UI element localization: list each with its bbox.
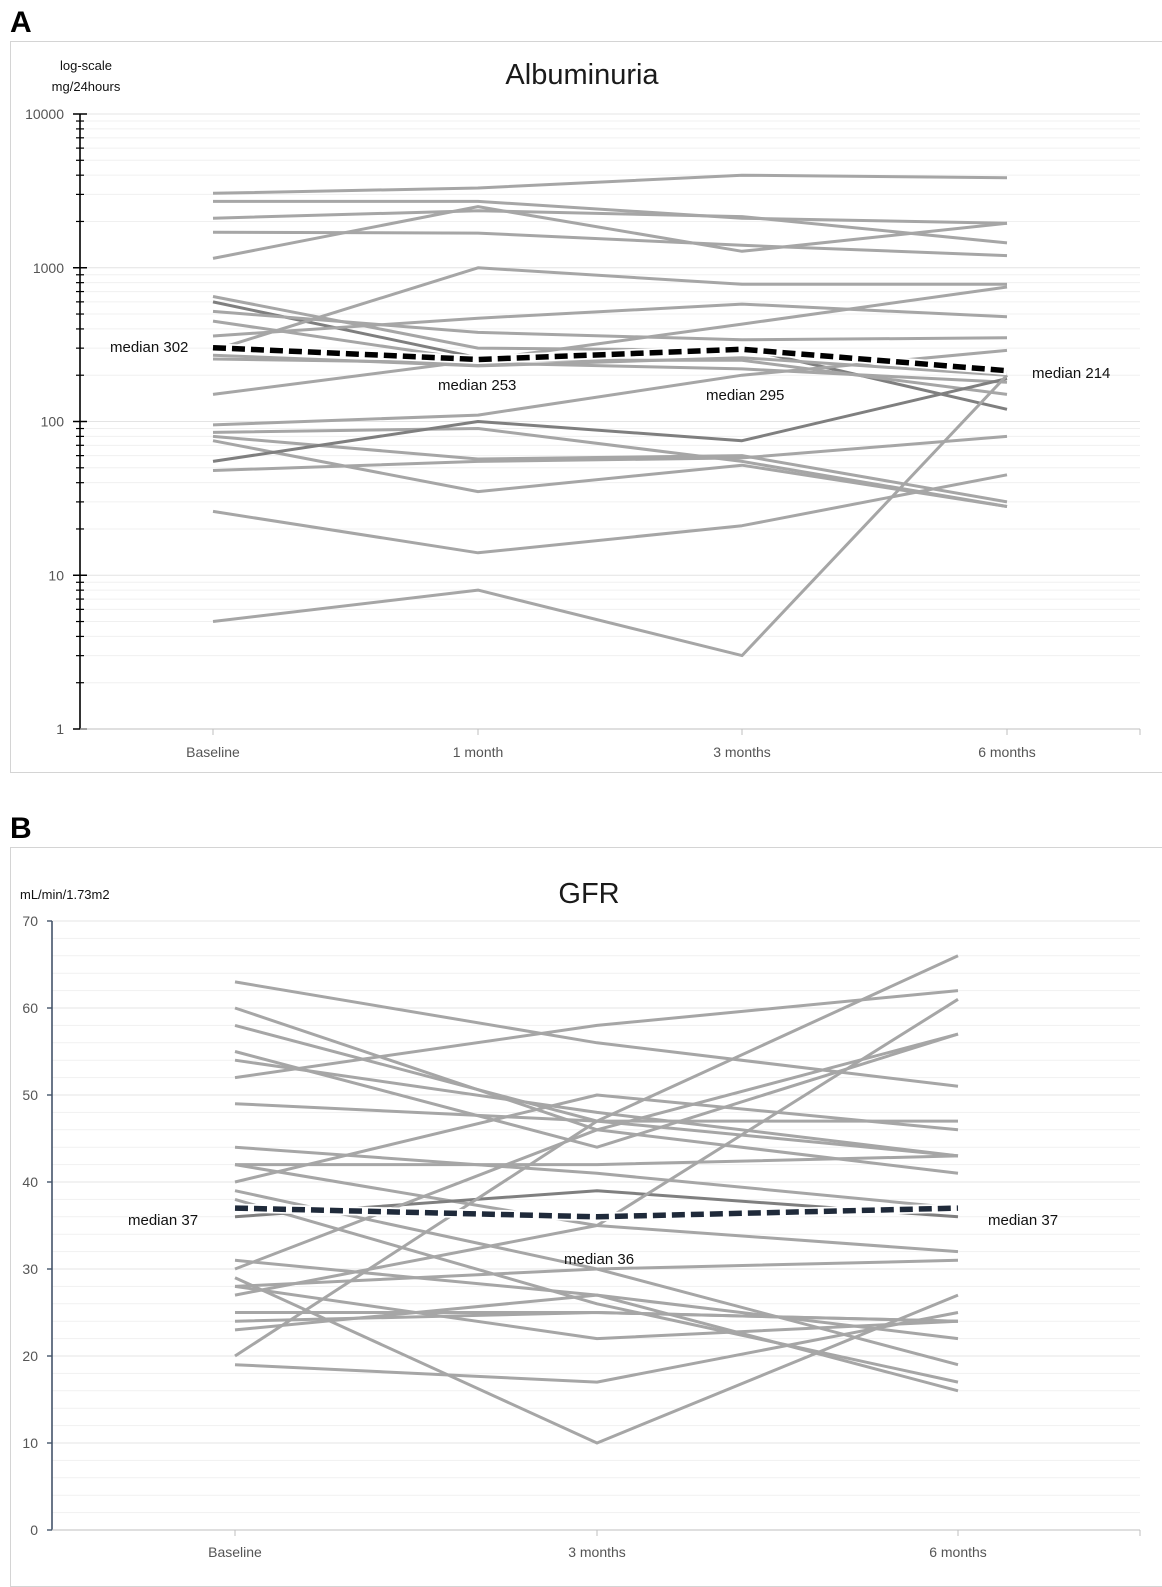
gfr-ylabel: mL/min/1.73m2 [20,887,110,902]
gfr-ytick-label: 40 [22,1174,38,1190]
panel-a-frame [10,41,1162,773]
gfr-patient-line [235,1154,959,1167]
albuminuria-tick-labels: 1 10 100 1000 10000 Baseline 1 month 3 months 6 … [25,106,1036,760]
gfr-median-line [234,1205,959,1220]
gfr-patient-line [234,954,959,1358]
albuminuria-patient-line [212,357,1008,384]
albuminuria-patient-line [212,173,1008,195]
albuminuria-xtick-label: 3 months [713,744,771,760]
albuminuria-patient-line [212,285,1008,396]
albuminuria-median-group [212,343,1008,376]
albuminuria-patient-line [212,434,1008,472]
gfr-median-label: median 36 [564,1251,634,1268]
albuminuria-patient-line [212,266,1007,352]
gfr-patient-line [234,1032,959,1149]
albuminuria-ytick-label: 1 [56,721,64,737]
albuminuria-median-halo [212,343,1008,376]
albuminuria-title: Albuminuria [505,59,659,91]
gfr-median-group [234,1203,959,1222]
gfr-patient-line [234,1284,959,1341]
albuminuria-patient-line [212,302,1008,338]
gfr-patient-line [234,1032,959,1271]
albuminuria-patient-line [212,377,1008,463]
albuminuria-median-label: median 214 [1032,365,1110,382]
gfr-patient-line [234,1258,959,1288]
albuminuria-patient-line [212,205,1008,260]
gfr-series-group [234,954,959,1445]
albuminuria-ytick-label: 100 [41,414,65,430]
albuminuria-patient-line [213,199,1008,225]
albuminuria-patient-line [212,473,1008,555]
gfr-median-labels: median 37 median 36 median 37 [128,1212,1058,1268]
albuminuria-median-label: median 302 [110,339,188,356]
gfr-median-label: median 37 [128,1212,198,1229]
gfr-patient-line [234,1293,959,1341]
gfr-patient-line [234,989,959,1080]
albuminuria-axis [73,113,1141,735]
albuminuria-patient-line [212,209,1008,245]
albuminuria-ylabel-line1: log-scale [60,58,112,73]
albuminuria-ytick-label: 10 [48,567,64,583]
albuminuria-median-label: median 295 [706,387,784,404]
gfr-median-label: median 37 [988,1212,1058,1229]
gfr-patient-line [234,1058,959,1158]
gfr-patient-line [234,1093,959,1184]
gfr-tick-labels: 0 10 20 30 40 50 60 70 Baseline 3 months 6 months [22,913,986,1560]
gfr-patient-line [234,1311,959,1384]
gfr-xtick-label: 3 months [568,1544,626,1560]
albuminuria-median-label: median 253 [438,377,516,394]
gfr-ytick-label: 30 [22,1261,38,1277]
albuminuria-xtick-label: Baseline [186,744,240,760]
gfr-patient-line [234,1197,959,1384]
albuminuria-patient-line [212,374,1009,658]
gfr-patient-line [234,1145,959,1210]
albuminuria-patient-line [212,434,1008,504]
gfr-patient-line [234,998,959,1297]
albuminuria-ytick-label: 1000 [33,260,64,276]
gfr-ytick-label: 50 [22,1087,38,1103]
albuminuria-ytick-label: 10000 [25,106,64,122]
gfr-xtick-label: 6 months [929,1544,987,1560]
albuminuria-xtick-label: 1 month [453,744,504,760]
albuminuria-patient-line [212,427,1008,508]
albuminuria-chart: Albuminuria log-scale mg/24hours 1101001… [25,58,1141,760]
gfr-ytick-label: 0 [30,1522,38,1538]
albuminuria-patient-line [212,309,1008,342]
gfr-title: GFR [558,878,619,910]
gfr-xtick-label: Baseline [208,1544,262,1560]
gfr-patient-line [234,980,959,1088]
gfr-ytick-label: 70 [22,913,38,929]
panel-b-letter: B [10,812,32,845]
albuminuria-median-labels: median 302 median 253 median 295 median 214 [110,339,1110,404]
gfr-ytick-label: 10 [22,1435,38,1451]
gfr-ytick-label: 20 [22,1348,38,1364]
albuminuria-xtick-label: 6 months [978,744,1036,760]
albuminuria-ylabel-line2: mg/24hours [52,79,121,94]
gfr-patient-line [234,1276,959,1445]
gfr-axis [47,920,1141,1536]
gfr-ytick-label: 60 [22,1000,38,1016]
panel-a-letter: A [10,6,32,39]
